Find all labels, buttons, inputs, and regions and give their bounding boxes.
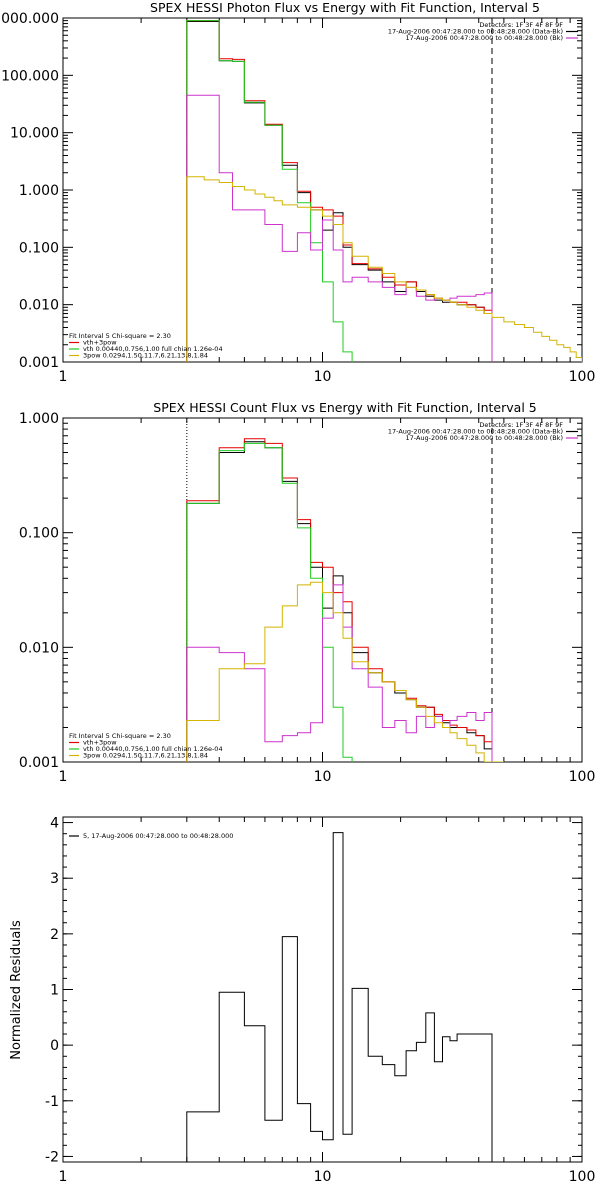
series-line: [186, 832, 493, 1162]
legend-entry: 3pow 0.0294,1.50,11.7,6.21,13.8,1.84: [83, 352, 208, 360]
y-tick-label: 0.100: [19, 240, 59, 256]
y-tick-label: 0.100: [19, 526, 59, 542]
series-group: [186, 20, 582, 362]
y-tick-label: 1.000: [19, 183, 59, 199]
y-tick-label: 1.000: [19, 411, 59, 427]
series-line: [186, 581, 504, 762]
y-tick-label: 0.010: [19, 298, 59, 314]
legend-entry: vth+3pow: [83, 339, 117, 347]
legend-entry: 17-Aug-2006 00:47:28.000 to 00:48:28.000…: [388, 428, 563, 436]
x-tick-label: 10: [314, 369, 332, 385]
y-tick-label: 4: [50, 816, 59, 832]
legend-entry: 3pow 0.0294,1.50,11.7,6.21,13.8,1.84: [83, 752, 208, 760]
residuals-y-axis-label: Normalized Residuals: [9, 920, 24, 1060]
residuals-panel: Normalized Residuals 1 10 100 -2 -1 0 1 2 3 4 5, 1…: [9, 816, 595, 1185]
count-flux-title: SPEX HESSI Count Flux vs Energy with Fit…: [153, 400, 536, 415]
legend-entry: 17-Aug-2006 00:47:28.000 to 00:48:28.000…: [406, 34, 563, 42]
series-group: [186, 832, 493, 1162]
legend-entry: Detectors: 1F 3F 4F 8F 9F: [479, 21, 563, 29]
legend-entry: vth+3pow: [83, 739, 117, 747]
x-tick-label: 100: [569, 369, 596, 385]
series-line: [186, 20, 353, 362]
legend-entry: Fit Interval 5 Chi-square = 2.30: [69, 732, 171, 740]
x-tick-label: 10: [314, 1169, 332, 1185]
y-tick-label: -1: [45, 1094, 59, 1110]
x-tick-label: 10: [314, 769, 332, 785]
legend-entry: vth 0.00440,0.756,1.00 full chian 1.26e-…: [83, 745, 223, 753]
legend-entry: 5, 17-Aug-2006 00:47:28.000 to 00:48:28.…: [83, 832, 233, 840]
x-tick-label: 1: [59, 369, 68, 385]
y-tick-label: 0: [50, 1038, 59, 1054]
legend-entry: Fit Interval 5 Chi-square = 2.30: [69, 332, 171, 340]
plot-frame: [62, 17, 583, 363]
series-line: [186, 94, 493, 362]
y-tick-label: 10.000: [10, 126, 59, 142]
plot-frame: [62, 816, 583, 1163]
y-tick-label: 2: [50, 927, 59, 943]
y-tick-label: -2: [45, 1149, 59, 1165]
x-tick-label: 100: [569, 769, 596, 785]
photon-flux-panel: SPEX HESSI Photon Flux vs Energy with Fi…: [0, 0, 595, 385]
y-tick-label: 1: [50, 983, 59, 999]
series-line: [186, 176, 582, 362]
photon-flux-title: SPEX HESSI Photon Flux vs Energy with Fi…: [150, 0, 540, 15]
x-tick-label: 100: [569, 1169, 596, 1185]
y-tick-label: 100.000: [1, 68, 59, 84]
y-tick-label: 0.001: [19, 755, 59, 771]
count-flux-panel: SPEX HESSI Count Flux vs Energy with Fit…: [19, 400, 595, 785]
y-tick-label: 3: [50, 871, 59, 887]
series-line: [186, 584, 493, 762]
series-line: [186, 438, 493, 762]
legend-entry: 17-Aug-2006 00:47:28.000 to 00:48:28.000…: [388, 28, 563, 36]
x-tick-label: 1: [59, 769, 68, 785]
y-tick-label: 0.010: [19, 640, 59, 656]
y-tick-label: 0.001: [19, 355, 59, 371]
legend-entry: vth 0.00440,0.756,1.00 full chian 1.26e-…: [83, 345, 223, 353]
x-tick-label: 1: [59, 1169, 68, 1185]
series-line: [186, 442, 353, 762]
series-group: [186, 438, 504, 762]
legend-entry: Detectors: 1F 3F 4F 8F 9F: [479, 421, 563, 429]
series-line: [186, 441, 493, 762]
legend-entry: 17-Aug-2006 00:47:28.000 to 00:48:28.000…: [406, 434, 563, 442]
